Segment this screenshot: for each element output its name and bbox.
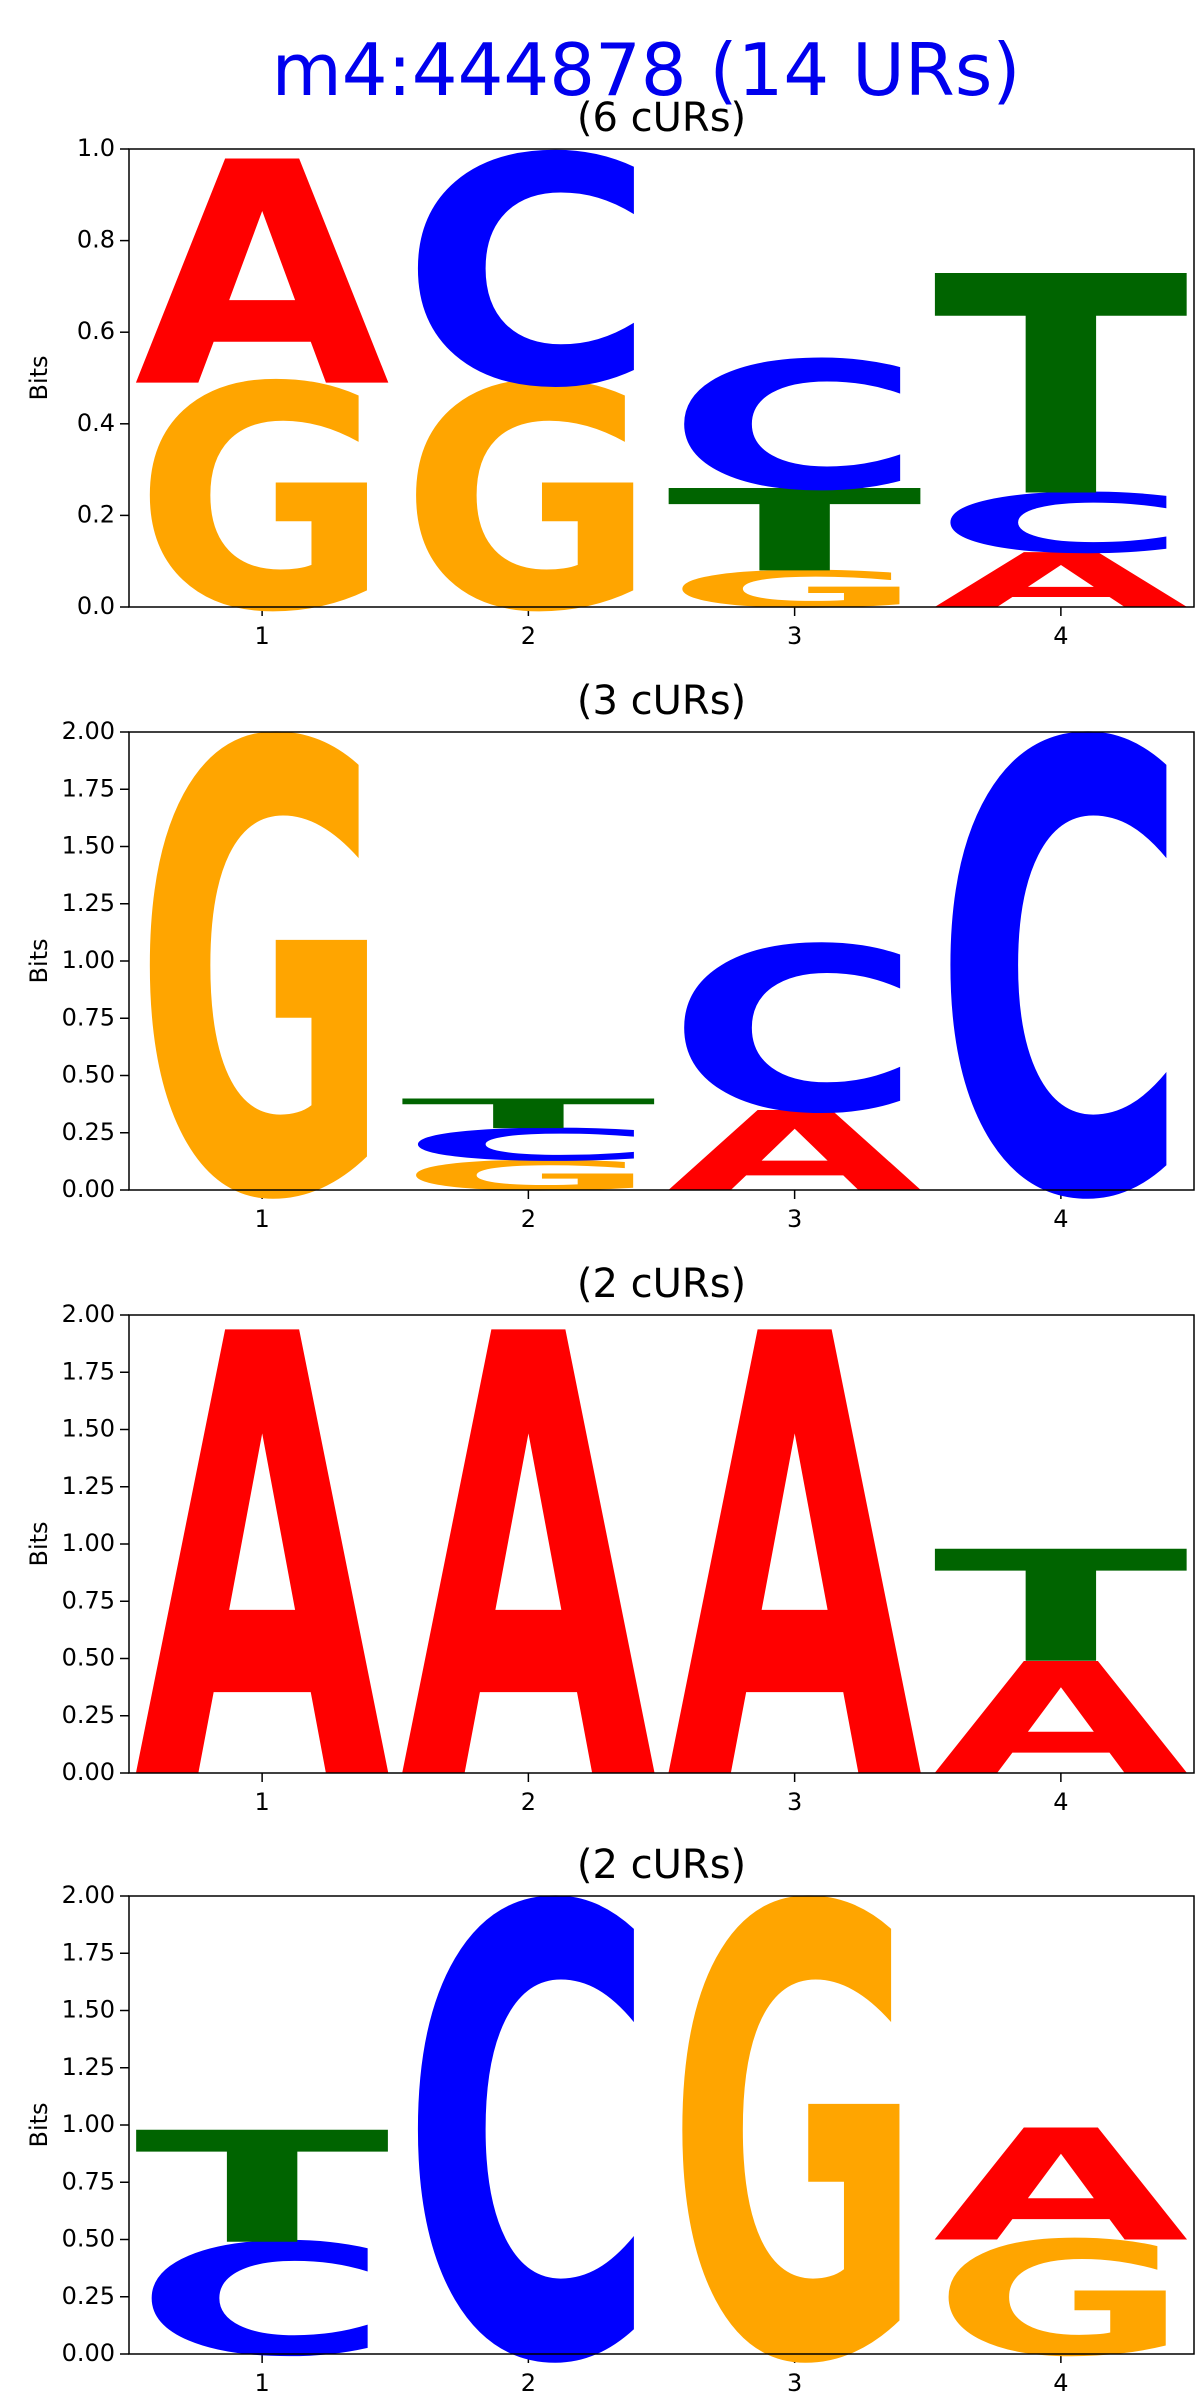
plot-frame: [128, 1314, 1195, 1774]
plot-frame: [128, 148, 1195, 608]
y-tick-label: 1.00: [62, 2110, 115, 2138]
y-tick-label: 2.00: [62, 1881, 115, 1909]
logo-letter: A: [134, 1208, 392, 1917]
y-axis-label: Bits: [25, 355, 53, 400]
y-axis-label: Bits: [25, 1521, 53, 1566]
logo-letter: G: [401, 1153, 657, 1201]
y-axis-label: Bits: [25, 938, 53, 983]
y-tick-label: 1.75: [62, 774, 115, 802]
logo-letter: C: [401, 1120, 657, 1171]
x-tick-label: 1: [254, 1788, 269, 1816]
x-tick-label: 2: [521, 2369, 536, 2397]
y-tick-label: 0.2: [77, 500, 115, 528]
y-tick-label: 2.00: [62, 717, 115, 745]
y-tick-label: 0.75: [62, 1003, 115, 1031]
logo-letter: G: [933, 2210, 1189, 2392]
logo-letter: A: [933, 1631, 1189, 1810]
logo-letter: A: [667, 1208, 925, 1917]
y-tick-label: 1.00: [62, 946, 115, 974]
plot-frame: [128, 1895, 1195, 2355]
subplot-title: (2 cURs): [577, 1842, 746, 1888]
y-tick-label: 1.50: [62, 1415, 115, 1443]
logo-letter: G: [134, 618, 390, 1337]
logo-letter: T: [134, 2100, 390, 2279]
y-tick-label: 0.75: [62, 1586, 115, 1614]
x-tick-label: 1: [254, 622, 269, 650]
logo-letter: G: [134, 322, 390, 680]
x-tick-label: 4: [1053, 622, 1068, 650]
y-tick-label: 1.25: [62, 889, 115, 917]
logo-letter: C: [667, 324, 923, 529]
logo-letter: T: [667, 467, 923, 598]
y-tick-label: 0.25: [62, 1701, 115, 1729]
x-tick-label: 3: [787, 1788, 802, 1816]
y-tick-label: 2.00: [62, 1300, 115, 1328]
y-tick-label: 1.75: [62, 1938, 115, 1966]
y-tick-label: 0.6: [77, 317, 115, 345]
logo-letter: T: [933, 213, 1189, 563]
y-tick-label: 1.75: [62, 1357, 115, 1385]
logo-letter: A: [933, 2097, 1189, 2276]
x-tick-label: 3: [787, 1205, 802, 1233]
logo-letter: C: [933, 618, 1189, 1337]
y-tick-label: 0.00: [62, 1758, 115, 1786]
x-tick-label: 2: [521, 1788, 536, 1816]
y-tick-label: 0.25: [62, 2282, 115, 2310]
x-tick-label: 4: [1053, 2369, 1068, 2397]
logo-letter: T: [401, 1091, 657, 1139]
y-tick-label: 0.4: [77, 409, 115, 437]
y-tick-label: 1.50: [62, 1996, 115, 2024]
x-tick-label: 2: [521, 622, 536, 650]
y-tick-label: 1.00: [62, 1529, 115, 1557]
y-tick-label: 0.00: [62, 2339, 115, 2367]
y-tick-label: 1.25: [62, 2053, 115, 2081]
x-tick-label: 3: [787, 2369, 802, 2397]
x-tick-label: 1: [254, 2369, 269, 2397]
subplot-title: (6 cURs): [577, 95, 746, 141]
logo-letter: G: [667, 561, 923, 619]
y-tick-label: 0.00: [62, 1175, 115, 1203]
y-tick-label: 0.25: [62, 1118, 115, 1146]
x-tick-label: 2: [521, 1205, 536, 1233]
logo-letter: C: [401, 1782, 657, 2400]
y-tick-label: 1.25: [62, 1472, 115, 1500]
logo-letter: A: [134, 97, 390, 455]
logo-letter: G: [401, 322, 657, 680]
logo-letter: A: [933, 537, 1190, 625]
x-tick-label: 1: [254, 1205, 269, 1233]
y-axis-label: Bits: [25, 2102, 53, 2147]
y-tick-label: 0.50: [62, 2225, 115, 2253]
logo-letter: G: [667, 1782, 923, 2400]
logo-letter: C: [134, 2212, 390, 2391]
subplot-title: (3 cURs): [577, 678, 746, 724]
y-tick-label: 0.0: [77, 592, 115, 620]
y-tick-label: 1.0: [77, 134, 115, 162]
x-tick-label: 4: [1053, 1205, 1068, 1233]
logo-letter: T: [933, 1519, 1189, 1698]
x-tick-label: 3: [787, 622, 802, 650]
logo-letter: C: [401, 92, 657, 457]
logo-letter: A: [667, 1089, 923, 1217]
figure-title: m4:444878 (14 URs): [272, 28, 1021, 112]
y-tick-label: 0.50: [62, 1644, 115, 1672]
logo-letter: C: [667, 902, 923, 1165]
y-tick-label: 0.50: [62, 1061, 115, 1089]
y-tick-label: 0.8: [77, 226, 115, 254]
y-tick-label: 1.50: [62, 832, 115, 860]
logo-letter: A: [401, 1208, 659, 1917]
y-tick-label: 0.75: [62, 2167, 115, 2195]
x-tick-label: 4: [1053, 1788, 1068, 1816]
logo-letter: C: [933, 476, 1189, 572]
plot-frame: [128, 731, 1195, 1191]
subplot-title: (2 cURs): [577, 1261, 746, 1307]
